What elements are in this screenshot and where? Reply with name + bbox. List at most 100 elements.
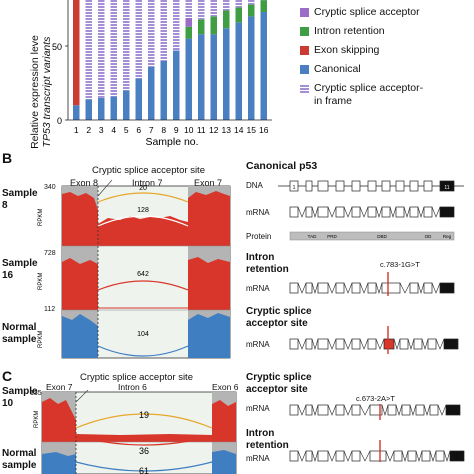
bar-15-intron-retention — [248, 4, 255, 17]
mrnaC2-splice-4 — [343, 450, 353, 462]
dna-exon-9 — [409, 180, 419, 192]
rpkm-b2: RPKM — [38, 273, 44, 290]
arc-b3-label: 104 — [137, 331, 149, 338]
track-b1-max: 340 — [44, 184, 56, 191]
panel-c-sample: Sample — [2, 386, 38, 397]
mrnaIR-exon-1 — [289, 282, 299, 294]
mrnaCSA-exon-1 — [289, 338, 299, 350]
dna-exon-7 — [381, 180, 391, 192]
mrnaCanon-exon-2 — [305, 206, 313, 218]
intron-retention-title: Intron — [246, 252, 275, 263]
legend-swatch-cryptic — [300, 8, 309, 17]
x-tick-label-16: 16 — [259, 125, 269, 135]
dna-exon-11 — [439, 180, 455, 192]
mrnaCanon-splice-7 — [389, 206, 397, 219]
mrnaCSA-exon-3 — [317, 338, 329, 350]
track-b3-name: Normal — [2, 322, 37, 333]
bar-3-cryptic-splice-acceptor-in-frame — [98, 0, 105, 98]
domain-prd: PRD — [327, 234, 337, 239]
mrnaCSA-splice-9 — [421, 338, 429, 351]
cryptic-title2: acceptor site — [246, 318, 308, 329]
x-tick-label-1: 1 — [74, 125, 79, 135]
mrnaC1-splice-9 — [423, 404, 431, 417]
mrnaCanon-splice-2 — [311, 206, 319, 219]
mrnaC1-exon-1 — [289, 404, 299, 416]
arc-b1-mid-label: 128 — [137, 207, 149, 214]
mrnaC1-exon-9 — [415, 404, 425, 416]
mrna-label-1: mRNA — [246, 208, 270, 217]
mrnaC1-splice-7 — [395, 404, 403, 417]
dna-exon-number-first: 1 — [293, 185, 296, 191]
rpkm-b1: RPKM — [38, 209, 44, 226]
mrnaCSA-exon-8 — [399, 338, 409, 350]
dna-exon-3 — [317, 180, 329, 192]
bar-7-canonical — [148, 66, 155, 120]
mrnaCSA-exon-11 — [443, 338, 459, 350]
bar-10-intron-retention — [185, 26, 192, 39]
mrnaC1-exon-4 — [335, 404, 345, 416]
bar-2-canonical — [85, 99, 92, 120]
mrnaIR-splice-2 — [311, 282, 319, 295]
arc-b1-mid — [97, 215, 189, 227]
legend-label-cryptic: Cryptic splice acceptor — [314, 6, 420, 18]
mrnaC1-splice-10 — [437, 404, 447, 416]
y-tick-label-50: 50 — [52, 42, 62, 52]
mrnaC2-splice-8 — [415, 450, 423, 463]
mrnaCanon-splice-8 — [403, 206, 411, 219]
mrnaIR-exon-7 — [381, 282, 401, 294]
bar-11-canonical — [198, 34, 205, 120]
mrnaC2-exon-1 — [289, 450, 299, 462]
cryptic-title: Cryptic splice — [246, 306, 312, 317]
panel-b-tracks: 20 128 642 104 RPKM RPKM RPKM — [38, 180, 231, 359]
track-b3-coverage-left — [62, 314, 98, 358]
bar-10-cryptic-splice-acceptor-in-frame — [185, 0, 192, 18]
x-axis-label: Sample no. — [145, 136, 198, 148]
bar-10-cryptic-splice-acceptor — [185, 17, 192, 27]
arc-c-mid — [75, 435, 213, 446]
mrnaCSA-splice-8 — [407, 338, 415, 351]
mrnaCanon-splice-1 — [297, 206, 307, 218]
mrnaCSA-exon-7 — [383, 338, 395, 350]
mrnaC2-splice-3 — [327, 450, 337, 462]
dna-exon-10 — [423, 180, 433, 192]
x-tick-label-5: 5 — [124, 125, 129, 135]
bar-13-intron-retention — [223, 10, 230, 29]
domain-dbd: DBD — [377, 234, 387, 239]
track-c1-coverage-mid — [76, 434, 212, 442]
panel-c-normal2: sample — [2, 460, 37, 471]
mrnaC1-splice-1 — [297, 404, 307, 416]
mrnaC1-exon-5 — [351, 404, 361, 416]
mrnaIR-exon-6 — [367, 282, 377, 294]
mrnaC1-exon-2 — [305, 404, 313, 416]
dna-label: DNA — [246, 181, 263, 190]
mrnaCanon-exon-10 — [423, 206, 433, 218]
mrnaCSA-exon-6 — [367, 338, 377, 350]
domain-reg: Reg — [443, 234, 452, 239]
mrnaIR-splice-1 — [297, 282, 307, 294]
mrnaCanon-exon-4 — [335, 206, 345, 218]
bar-4-canonical — [110, 96, 117, 120]
arc-c-bottom-label: 61 — [139, 466, 149, 474]
legend-swatch-intron — [300, 27, 309, 36]
track-c2-coverage-right — [212, 450, 236, 474]
mrnaC2-exon-8 — [407, 450, 417, 462]
mrnaIR-splice-6 — [375, 282, 383, 295]
track-c2-coverage-left — [42, 452, 76, 474]
panel-c-mutation: c.673-2A>T — [356, 394, 395, 403]
mrnaIR-exon-4 — [335, 282, 345, 294]
bar-7-cryptic-splice-acceptor-in-frame — [148, 0, 155, 67]
panel-c-site-label: Cryptic splice acceptor site — [80, 372, 193, 383]
protein-bar — [289, 231, 455, 241]
mrnaCSA-splice-5 — [359, 338, 369, 350]
mrnaCanon-exon-11 — [439, 206, 455, 218]
panel-c-tracks: 19 36 61 RPKM — [34, 390, 237, 474]
mrnaCSA-exon-10 — [427, 338, 437, 350]
x-tick-label-14: 14 — [234, 125, 244, 135]
mrnaIR-splice-5 — [359, 282, 369, 294]
panel-c-normal: Normal — [2, 448, 37, 459]
x-tick-label-9: 9 — [174, 125, 179, 135]
mrnaC1-exon-8 — [401, 404, 411, 416]
bar-13-cryptic-splice-acceptor-in-frame — [223, 0, 230, 11]
mrnaC2-splice-5 — [359, 450, 371, 462]
dna-exon-6 — [367, 180, 377, 192]
